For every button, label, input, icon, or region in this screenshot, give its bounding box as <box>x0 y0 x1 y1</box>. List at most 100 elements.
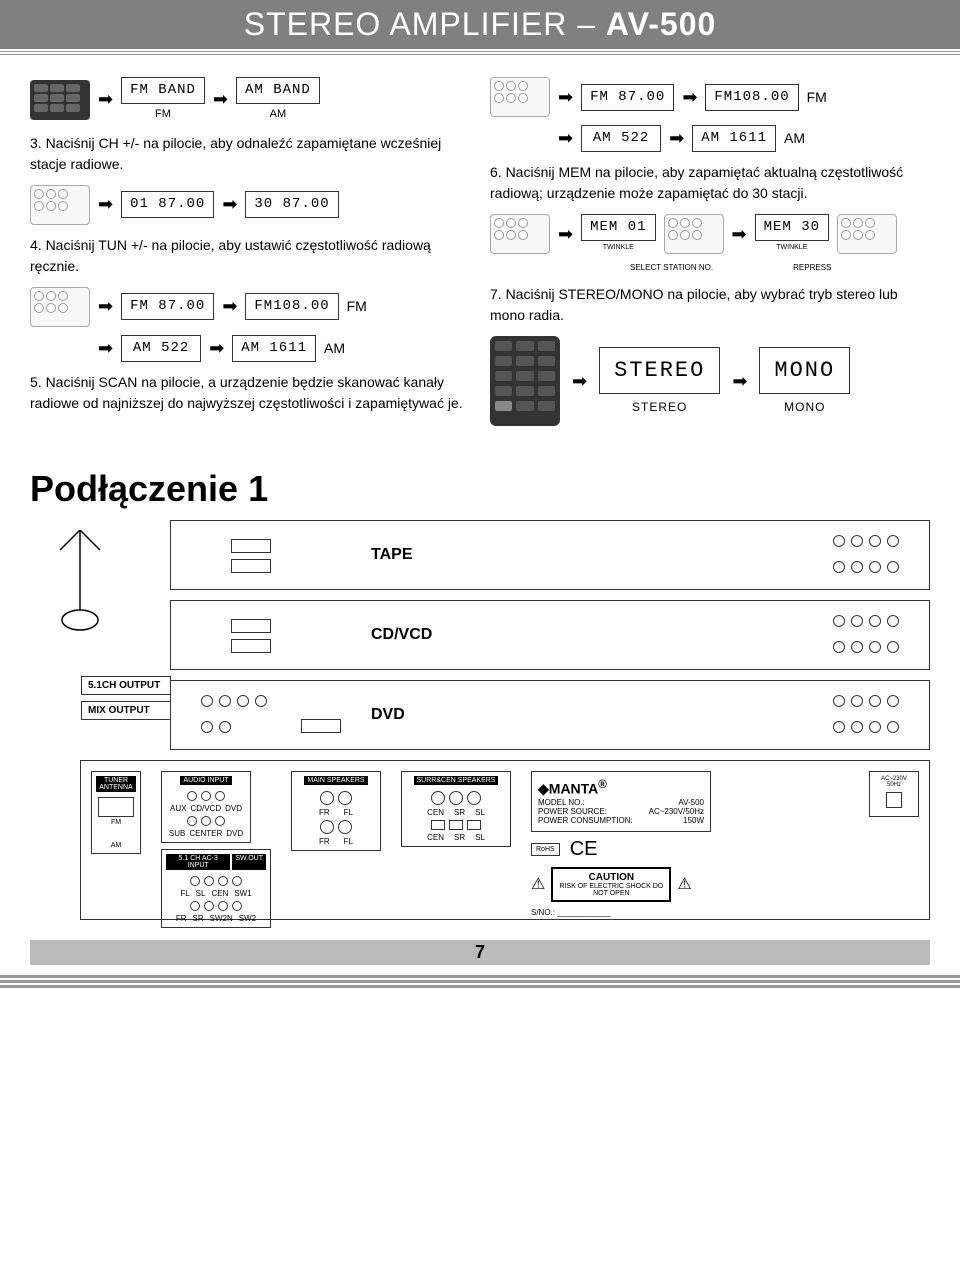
remote-panel-icon <box>490 214 550 254</box>
out-51-label: 5.1CH OUTPUT <box>81 676 171 695</box>
connection-diagram: TAPE CD/VCD 5.1CH OUTPUT MIX OUTPUT DVD <box>30 520 930 920</box>
step5-am-row: ➡ AM 522 ➡ AM 1611 AM <box>98 335 470 362</box>
page-number: 7 <box>30 940 930 965</box>
power-cons-label: POWER CONSUMPTION: <box>538 816 633 825</box>
jack-label: FR <box>176 914 187 923</box>
jack-label: CEN <box>211 889 228 898</box>
step4-text: 4. Naciśnij TUN +/- na pilocie, aby usta… <box>30 235 470 277</box>
device-tape: TAPE <box>170 520 930 590</box>
panel-main-speakers: MAIN SPEAKERS FRFL FRFL <box>291 771 381 851</box>
jack-label: SW2 <box>239 914 256 923</box>
arrow-icon: ➡ <box>558 125 573 152</box>
arrow-icon: ➡ <box>669 125 684 152</box>
remote-panel-icon <box>30 287 90 327</box>
arrow-icon: ➡ <box>222 191 237 218</box>
lcd-mono: MONO <box>759 347 850 394</box>
jack-row <box>201 721 231 733</box>
jack-row <box>833 535 899 547</box>
model-value: AV-500 <box>678 798 704 807</box>
tape-label: TAPE <box>371 546 412 564</box>
panel-tuner: TUNER ANTENNA FM AM <box>91 771 141 854</box>
jack-label: DVD <box>226 829 243 838</box>
arrow-icon: ➡ <box>558 221 573 248</box>
device-slot <box>231 639 271 653</box>
jack-label: CENTER <box>189 829 222 838</box>
fm-label: FM <box>155 106 171 123</box>
cdvcd-label: CD/VCD <box>371 626 432 644</box>
out-mix-label: MIX OUTPUT <box>81 701 171 720</box>
jack-label: DVD <box>225 804 242 813</box>
device-dvd: 5.1CH OUTPUT MIX OUTPUT DVD <box>170 680 930 750</box>
panel-51ch: 5.1 CH AC-3 INPUTSW.OUT FLSLCENSW1 FRSRS… <box>161 849 271 928</box>
step5-text: 5. Naciśnij SCAN na pilocie, a urządzeni… <box>30 372 470 414</box>
arrow-icon: ➡ <box>98 293 113 320</box>
step6-text: 6. Naciśnij MEM na pilocie, aby zapamięt… <box>490 162 930 204</box>
remote-icon <box>30 80 90 120</box>
sp-label: CEN <box>427 808 444 817</box>
lcd-mem30: MEM 30 <box>755 214 829 241</box>
antenna-icon <box>50 530 110 650</box>
jack-row <box>201 695 267 707</box>
jack-row <box>833 615 899 627</box>
remote-panel-icon <box>30 185 90 225</box>
header-text-left: STEREO AMPLIFIER – <box>244 6 606 42</box>
brand-name: MANTA <box>549 781 599 797</box>
section-title: Podłączenie 1 <box>30 468 960 510</box>
twinkle-label: TWINKLE <box>776 243 807 254</box>
main-sp-title: MAIN SPEAKERS <box>304 776 367 785</box>
am-suffix: AM <box>324 338 345 359</box>
jack-label: SUB <box>169 829 185 838</box>
am-label: AM <box>270 106 287 123</box>
jack-row <box>833 561 899 573</box>
header-text-right: AV-500 <box>606 6 716 42</box>
lcd-fm87-r: FM 87.00 <box>581 84 674 111</box>
arrow-icon: ➡ <box>209 335 224 362</box>
lcd-freq-2: 30 87.00 <box>245 191 338 218</box>
lcd-am1611-r: AM 1611 <box>692 125 776 152</box>
ac-socket: AC~230V 50Hz <box>869 771 919 817</box>
power-cons-value: 150W <box>683 816 704 825</box>
ce-mark-icon: CE <box>570 838 598 861</box>
jack-label: AUX <box>170 804 186 813</box>
arrow-icon: ➡ <box>213 86 228 113</box>
step7-text: 7. Naciśnij STEREO/MONO na pilocie, aby … <box>490 284 930 326</box>
power-src-label: POWER SOURCE: <box>538 807 607 816</box>
right-column: ➡ FM 87.00 ➡ FM108.00 FM ➡ AM 522 ➡ AM 1… <box>490 69 930 436</box>
sp-label: SL <box>475 808 485 817</box>
repress-label: REPRESS <box>793 262 831 274</box>
swout-title: SW.OUT <box>232 854 266 870</box>
warning-icon: ⚠ <box>677 874 691 894</box>
rohs-badge: RoHS <box>531 843 560 856</box>
left-column: ➡ FM BAND FM ➡ AM BAND AM 3. Naciśnij CH… <box>30 69 470 436</box>
page-header: STEREO AMPLIFIER – AV-500 <box>0 0 960 49</box>
lcd-mem01: MEM 01 <box>581 214 655 241</box>
divider <box>0 51 960 52</box>
remote-large-icon <box>490 336 560 426</box>
jack-row <box>833 641 899 653</box>
remote-panel-icon <box>837 214 897 254</box>
step6-fm-row: ➡ FM 87.00 ➡ FM108.00 FM <box>490 77 930 117</box>
ac-label: AC~230V 50Hz <box>874 776 914 788</box>
step3-text: 3. Naciśnij CH +/- na pilocie, aby odnal… <box>30 133 470 175</box>
device-slot <box>231 559 271 573</box>
arrow-icon: ➡ <box>98 191 113 218</box>
arrow-icon: ➡ <box>98 86 113 113</box>
jack-label: FL <box>180 889 189 898</box>
power-src-value: AC~230V/50Hz <box>649 807 704 816</box>
remote-panel-icon <box>664 214 724 254</box>
fm-suffix: FM <box>347 296 367 317</box>
lcd-fm108-r: FM108.00 <box>705 84 798 111</box>
jack-label: SR <box>193 914 204 923</box>
arrow-icon: ➡ <box>682 84 697 111</box>
lcd-am522-r: AM 522 <box>581 125 661 152</box>
model-label: MODEL NO.: <box>538 798 585 807</box>
remote-panel-icon <box>490 77 550 117</box>
dvd-output-labels: 5.1CH OUTPUT MIX OUTPUT <box>81 676 171 726</box>
arrow-icon: ➡ <box>572 368 587 395</box>
arrow-icon: ➡ <box>222 293 237 320</box>
device-display <box>231 539 271 553</box>
divider <box>0 54 960 55</box>
arrow-icon: ➡ <box>558 84 573 111</box>
fm-label: FM <box>96 819 136 826</box>
dvd-label: DVD <box>371 706 405 724</box>
